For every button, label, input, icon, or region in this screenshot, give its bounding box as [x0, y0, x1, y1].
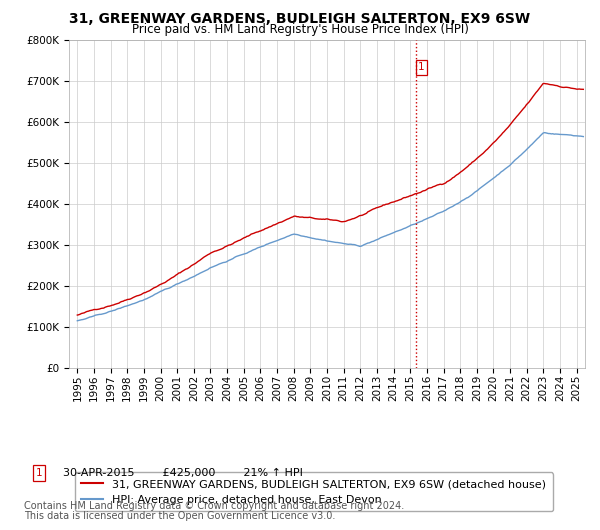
Legend: 31, GREENWAY GARDENS, BUDLEIGH SALTERTON, EX9 6SW (detached house), HPI: Average: 31, GREENWAY GARDENS, BUDLEIGH SALTERTON… [74, 472, 553, 511]
Text: 31, GREENWAY GARDENS, BUDLEIGH SALTERTON, EX9 6SW: 31, GREENWAY GARDENS, BUDLEIGH SALTERTON… [70, 12, 530, 25]
Text: Contains HM Land Registry data © Crown copyright and database right 2024.: Contains HM Land Registry data © Crown c… [24, 501, 404, 511]
Text: Price paid vs. HM Land Registry's House Price Index (HPI): Price paid vs. HM Land Registry's House … [131, 23, 469, 37]
Text: 30-APR-2015        £425,000        21% ↑ HPI: 30-APR-2015 £425,000 21% ↑ HPI [63, 469, 303, 478]
Text: 1: 1 [35, 469, 43, 478]
Text: This data is licensed under the Open Government Licence v3.0.: This data is licensed under the Open Gov… [24, 511, 335, 521]
Text: 1: 1 [418, 63, 425, 72]
